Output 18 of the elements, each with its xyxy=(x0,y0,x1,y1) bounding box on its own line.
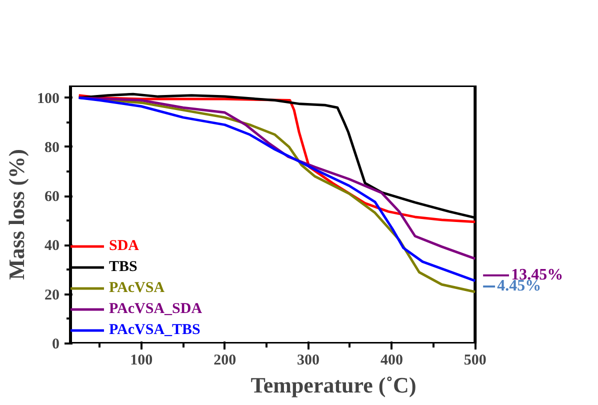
y-tick-label: 80 xyxy=(44,140,60,156)
y-axis-title: Mass loss (%) xyxy=(4,149,29,280)
y-tick-label: 40 xyxy=(44,238,60,254)
x-tick-label: 500 xyxy=(464,352,486,368)
x-tick-label: 300 xyxy=(297,352,320,368)
y-tick-label: 100 xyxy=(37,90,60,107)
x-tick-label: 400 xyxy=(380,352,403,368)
legend-label: SDA xyxy=(109,237,140,255)
x-tick-label: 200 xyxy=(214,352,236,368)
legend-label: TBS xyxy=(109,258,138,276)
y-tick-label: 20 xyxy=(44,287,60,304)
legend-label: PAcVSA_TBS xyxy=(109,321,200,339)
x-tick-label: 100 xyxy=(130,352,153,368)
legend-label: PAcVSA_SDA xyxy=(109,300,202,318)
y-tick-label: 60 xyxy=(44,189,60,206)
x-axis-title: Temperature (˚C) xyxy=(250,372,416,398)
y-tick-label: 0 xyxy=(52,336,60,352)
legend-label: PAcVSA xyxy=(109,279,165,297)
